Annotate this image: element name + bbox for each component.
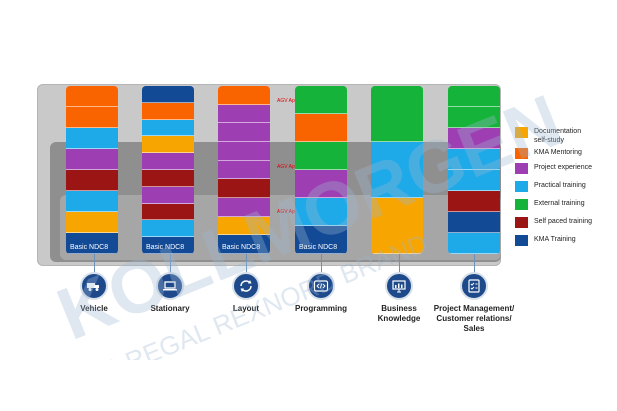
refresh-icon — [232, 272, 260, 300]
segment-self-paced-training — [448, 191, 500, 212]
base-label: Basic NDC8 — [146, 244, 185, 251]
legend-swatch — [515, 163, 528, 174]
segment-project-experience — [66, 149, 118, 170]
segment-project-experience — [142, 153, 194, 170]
segment-project-experience — [218, 198, 270, 217]
segment-practical-training — [371, 142, 423, 198]
segment-external-training — [448, 107, 500, 128]
segment-project-experience — [142, 186, 194, 204]
segment-project-experience — [218, 142, 270, 161]
legend-swatch — [515, 217, 528, 228]
column-5 — [448, 86, 500, 254]
legend-swatch — [515, 235, 528, 246]
segment-documentation — [218, 216, 270, 236]
laptop-icon — [156, 272, 184, 300]
segment-practical-training — [142, 119, 194, 137]
category-label: Project Management/ Customer relations/ … — [433, 304, 515, 333]
legend-swatch — [515, 127, 528, 138]
segment-project-experience — [448, 128, 500, 149]
code-icon — [307, 272, 335, 300]
segment-kma-training — [448, 212, 500, 233]
category-label: Vehicle — [80, 304, 108, 313]
checklist-icon — [460, 272, 488, 300]
base-label: Basic NDC8 — [299, 244, 338, 251]
legend-label: Self paced training — [534, 218, 592, 225]
segment-practical-training — [295, 198, 347, 226]
segment-kma-mentoring — [66, 86, 118, 107]
segment-practical-training — [66, 128, 118, 149]
column-2: Basic NDC8 — [218, 86, 270, 254]
category-label: Layout — [232, 304, 260, 313]
segment-kma-mentoring — [295, 114, 347, 142]
column-1: Basic NDC8 — [142, 86, 194, 254]
segment-documentation — [371, 198, 423, 254]
segment-practical-training — [142, 220, 194, 238]
segment-self-paced-training — [142, 170, 194, 187]
segment-kma-training — [142, 237, 194, 254]
legend-label: Project experience — [534, 164, 592, 171]
segment-kma-mentoring — [218, 86, 270, 105]
legend-label: Documentation self-study — [534, 128, 582, 144]
segment-project-experience — [218, 123, 270, 142]
legend-label: External training — [534, 200, 585, 207]
connector-line — [94, 254, 95, 277]
truck-icon — [80, 272, 108, 300]
segment-kma-mentoring — [66, 107, 118, 128]
column-0: Basic NDC8 — [66, 86, 118, 254]
segment-kma-mentoring — [142, 102, 194, 120]
legend-label: KMA Training — [534, 236, 576, 243]
segment-documentation — [142, 136, 194, 154]
legend-swatch — [515, 181, 528, 192]
connector-line — [399, 254, 400, 277]
base-label: Basic NDC8 — [70, 244, 109, 251]
segment-kma-training — [295, 226, 347, 254]
segment-external-training — [371, 86, 423, 142]
segment-practical-training — [448, 149, 500, 170]
segment-self-paced-training — [66, 170, 118, 191]
segment-external-training — [295, 142, 347, 170]
segment-kma-training — [142, 86, 194, 103]
segment-practical-training — [448, 170, 500, 191]
segment-documentation — [66, 212, 118, 233]
segment-external-training — [295, 86, 347, 114]
column-3: Basic NDC8 — [295, 86, 347, 254]
base-label: Basic NDC8 — [222, 244, 261, 251]
segment-kma-training — [218, 235, 270, 254]
tier-3-block: AGV Application Engineer — [60, 195, 501, 260]
legend-label: Practical training — [534, 182, 586, 189]
legend-swatch — [515, 199, 528, 210]
connector-line — [321, 254, 322, 277]
category-label: Programming — [294, 304, 347, 313]
segment-external-training — [448, 86, 500, 107]
connector-line — [246, 254, 247, 277]
connector-line — [170, 254, 171, 277]
legend-swatch — [515, 148, 528, 159]
column-4 — [371, 86, 423, 254]
category-label: Business Knowledge — [377, 304, 421, 323]
connector-line — [474, 254, 475, 277]
segment-kma-training — [66, 233, 118, 254]
segment-project-experience — [218, 104, 270, 124]
segment-self-paced-training — [142, 203, 194, 221]
segment-self-paced-training — [218, 179, 270, 198]
segment-project-experience — [218, 160, 270, 180]
chart-board-icon — [385, 272, 413, 300]
category-label: Stationary — [150, 304, 190, 313]
segment-practical-training — [66, 191, 118, 212]
segment-project-experience — [295, 170, 347, 198]
segment-practical-training — [448, 233, 500, 254]
legend-label: KMA Mentoring — [534, 149, 582, 156]
